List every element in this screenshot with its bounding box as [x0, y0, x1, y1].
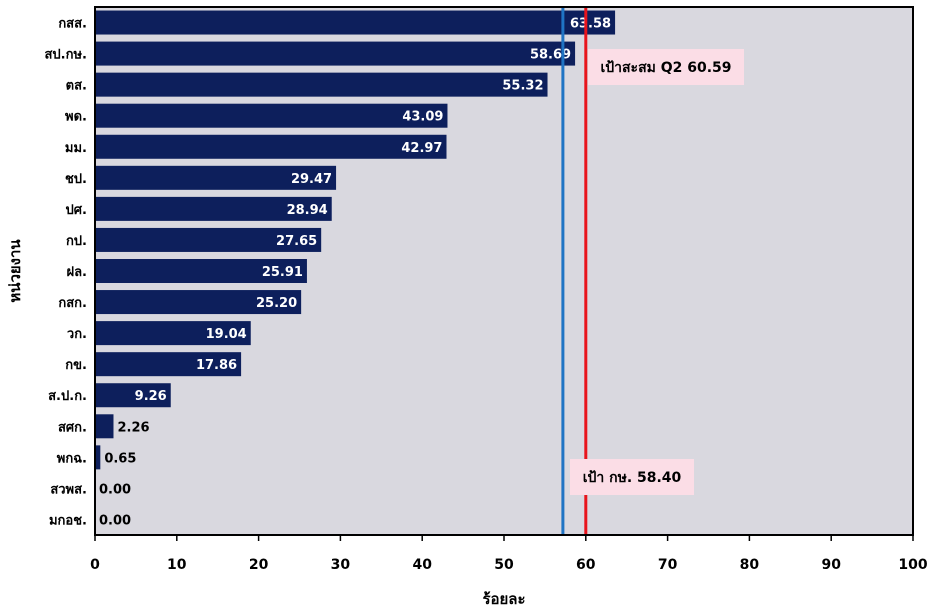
- annotation-box: [570, 459, 694, 495]
- bars: 63.58 58.69 55.32 43.09 42.97 29.47 28.94 27.65…: [95, 10, 616, 528]
- x-tick-label: 100: [898, 557, 927, 573]
- bar: [95, 134, 447, 159]
- value-label: 27.65: [276, 234, 317, 249]
- reference-lines: [561, 8, 588, 535]
- value-label: 28.94: [287, 203, 328, 218]
- category-label: มม.: [65, 141, 87, 156]
- category-label: วก.: [67, 327, 87, 342]
- bar: [95, 383, 171, 408]
- x-tick-label: 10: [167, 557, 187, 573]
- y-axis-title: หน่วยงาน: [6, 239, 24, 303]
- value-label: 42.97: [401, 141, 442, 156]
- category-label: ชป.: [65, 172, 87, 187]
- value-label: 29.47: [291, 172, 332, 187]
- annotation-text: เป้าสะสม Q2 60.59: [600, 60, 731, 76]
- value-label: 2.26: [117, 420, 149, 435]
- category-label: สป.กษ.: [44, 48, 87, 63]
- value-label: 43.09: [402, 110, 443, 125]
- bar: [95, 165, 337, 190]
- category-label: ปศ.: [66, 203, 87, 218]
- annotation-box: [588, 49, 744, 85]
- bar: [95, 72, 548, 97]
- x-tick-label: 80: [740, 557, 760, 573]
- category-label: กสก.: [58, 296, 87, 311]
- category-label: สวพส.: [50, 482, 87, 497]
- x-tick-label: 40: [412, 557, 432, 573]
- bar: [95, 196, 332, 221]
- value-label: 0.00: [99, 482, 131, 497]
- category-label: ตส.: [66, 79, 87, 94]
- x-tick-label: 90: [821, 557, 841, 573]
- value-label: 0.00: [99, 513, 131, 528]
- value-label: 0.65: [104, 451, 136, 466]
- x-tick-label: 20: [249, 557, 269, 573]
- category-label: พด.: [65, 110, 87, 125]
- category-labels: กสส. สป.กษ. ตส. พด. มม. ชป. ปศ. กป. ฝล. กสก. วก. กข…: [44, 17, 87, 529]
- x-tick-label: 60: [576, 557, 596, 573]
- x-axis-title: ร้อยละ: [482, 590, 525, 608]
- category-label: ส.ป.ก.: [48, 389, 87, 404]
- category-label: มกอช.: [49, 513, 87, 528]
- value-label: 63.58: [570, 17, 611, 32]
- bar: [95, 321, 251, 346]
- bar: [95, 227, 322, 252]
- bar: [95, 414, 114, 439]
- category-label: กสส.: [58, 17, 87, 32]
- value-label: 17.86: [196, 358, 237, 373]
- value-label: 25.20: [256, 296, 297, 311]
- annotation-text: เป้า กษ. 58.40: [583, 470, 682, 486]
- value-label: 19.04: [206, 327, 247, 342]
- x-tick-label: 0: [90, 557, 100, 573]
- category-label: กป.: [66, 234, 87, 249]
- bar: [95, 103, 448, 128]
- bar: [95, 41, 576, 66]
- bar: [95, 259, 307, 283]
- value-label: 25.91: [262, 265, 303, 280]
- category-label: กข.: [65, 358, 87, 373]
- value-label: 58.69: [530, 48, 571, 63]
- value-label: 55.32: [502, 79, 543, 94]
- x-tick-label: 70: [658, 557, 678, 573]
- bar: [95, 352, 242, 377]
- bar: [95, 10, 616, 35]
- annotations: เป้าสะสม Q2 60.59 เป้า กษ. 58.40: [570, 49, 744, 495]
- x-tick-label: 30: [331, 557, 351, 573]
- x-tick-label: 50: [494, 557, 514, 573]
- category-label: สศก.: [58, 420, 87, 435]
- category-label: ฝล.: [66, 265, 87, 280]
- value-label: 9.26: [135, 389, 167, 404]
- bar: [95, 445, 101, 470]
- bar: [95, 290, 302, 315]
- category-label: พกฉ.: [57, 451, 87, 466]
- x-axis-ticks: 0 10 20 30 40 50 60 70 80 90 100: [90, 535, 928, 573]
